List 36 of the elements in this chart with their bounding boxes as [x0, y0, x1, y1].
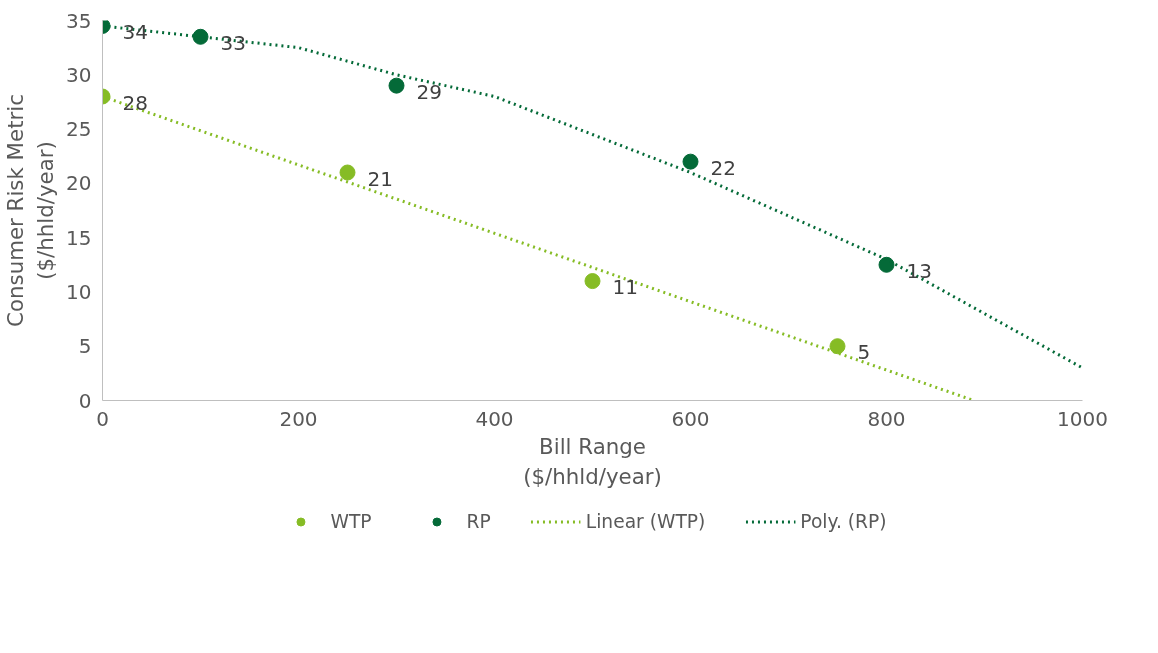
data-label: 21	[367, 166, 393, 191]
legend-label: WTP	[330, 510, 372, 532]
legend-label: Linear (WTP)	[585, 510, 706, 532]
data-label: 5	[857, 340, 871, 365]
legend-label: RP	[466, 510, 491, 532]
point	[829, 338, 846, 355]
data-label: 28	[122, 90, 148, 115]
data-label: 29	[416, 79, 442, 104]
y-tick-label: 10	[66, 279, 92, 304]
data-label: 22	[710, 155, 736, 180]
y-tick-label: 5	[78, 334, 92, 359]
data-label: 33	[220, 30, 246, 55]
y-tick-label: 15	[66, 225, 92, 250]
x-axis-title: Bill Range ($/hhld/year)	[523, 433, 662, 489]
point	[339, 164, 356, 181]
y-tick-label: 35	[66, 8, 92, 33]
x-tick-label: 400	[475, 406, 514, 431]
point	[388, 77, 405, 94]
data-label: 11	[612, 275, 638, 300]
y-axis-title: Consumer Risk Metric ($/hhld/year)	[3, 94, 59, 327]
x-tick-label: 1000	[1057, 406, 1108, 431]
legend-label: Poly. (RP)	[800, 510, 887, 532]
x-tick-label: 0	[96, 406, 109, 431]
y-tick-label: 25	[66, 117, 92, 142]
data-label: 34	[122, 19, 148, 44]
point	[878, 256, 895, 273]
x-tick-label: 600	[671, 406, 710, 431]
data-label: 13	[906, 258, 932, 283]
point	[584, 273, 601, 290]
y-tick-label: 20	[66, 171, 92, 196]
point	[192, 28, 209, 45]
x-tick-label: 800	[867, 406, 906, 431]
y-tick-label: 30	[66, 62, 92, 87]
y-tick-label: 0	[78, 388, 92, 413]
point	[682, 153, 699, 170]
x-tick-label: 200	[279, 406, 318, 431]
